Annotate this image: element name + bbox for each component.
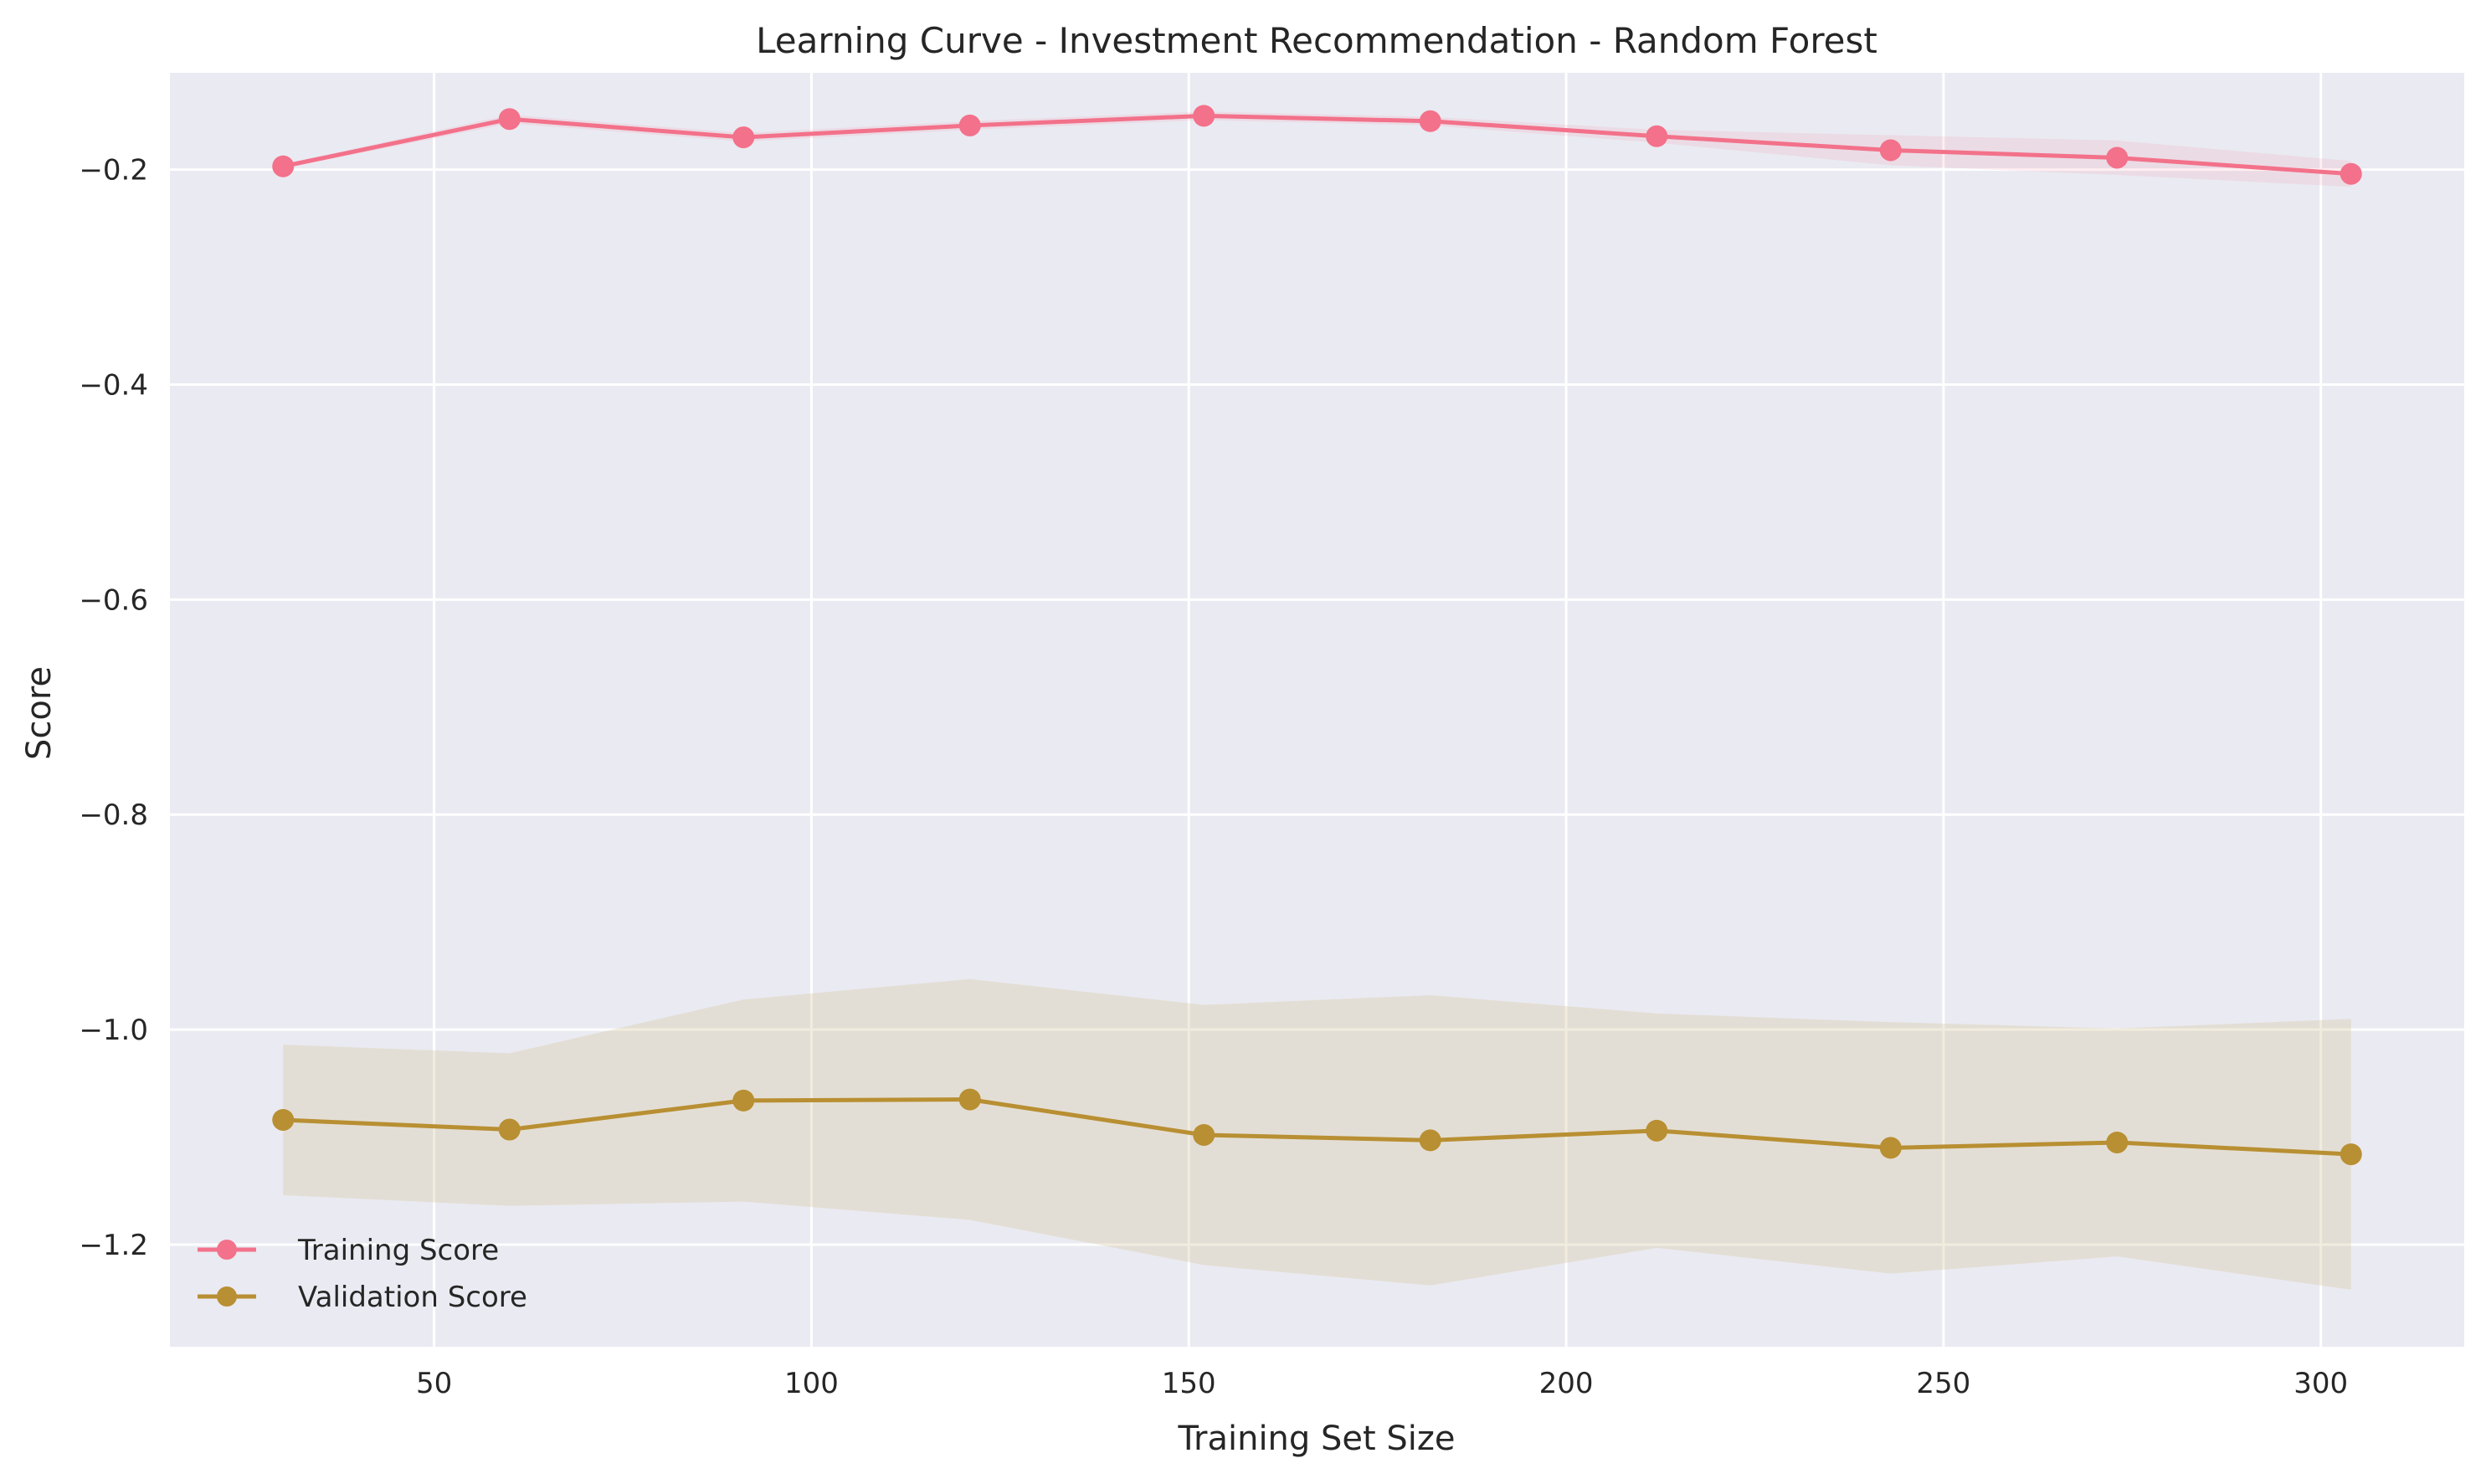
y-tick-label: −0.8 [79, 798, 148, 832]
series-line-training [282, 113, 2351, 177]
data-point-training[interactable] [2106, 146, 2129, 169]
series-lines [282, 113, 2351, 1157]
data-point-training[interactable] [1646, 125, 1668, 147]
x-tick-label: 250 [1916, 1367, 1970, 1400]
series-markers [272, 105, 2362, 1166]
data-point-validation[interactable] [958, 1088, 981, 1111]
series-line-validation [283, 1097, 2351, 1157]
y-tick-label: −0.6 [79, 583, 148, 617]
x-tick-labels: 50 100 150 200 250 300 [416, 1367, 2348, 1400]
data-point-validation[interactable] [732, 1089, 755, 1112]
data-point-training[interactable] [958, 114, 981, 136]
data-point-training[interactable] [1193, 105, 1215, 127]
legend-marker-validation [217, 1286, 237, 1307]
data-point-training[interactable] [2340, 162, 2362, 185]
data-point-training[interactable] [1879, 139, 1902, 162]
data-point-training[interactable] [732, 126, 755, 149]
y-tick-label: −1.2 [79, 1229, 148, 1262]
y-tick-label: −0.4 [79, 368, 148, 402]
legend-marker-training [217, 1240, 237, 1260]
chart-title: Learning Curve - Investment Recommendati… [756, 20, 1877, 61]
x-axis-label: Training Set Size [1177, 1420, 1455, 1458]
legend-item-training[interactable]: Training Score [198, 1234, 499, 1267]
y-tick-labels: −0.2 −0.4 −0.6 −0.8 −1.0 −1.2 [79, 154, 148, 1262]
data-point-training[interactable] [1419, 110, 1441, 132]
y-tick-label: −1.0 [79, 1014, 148, 1047]
plot-area [170, 73, 2464, 1347]
confidence-band-validation [283, 978, 2351, 1290]
legend-label-training: Training Score [297, 1234, 499, 1267]
confidence-bands [283, 111, 2351, 1290]
data-point-validation[interactable] [1646, 1119, 1668, 1142]
data-point-validation[interactable] [2106, 1131, 2129, 1153]
data-point-validation[interactable] [1879, 1137, 1902, 1159]
legend-label-validation: Validation Score [298, 1281, 527, 1314]
y-tick-label: −0.2 [79, 154, 148, 187]
confidence-band-training [283, 111, 2351, 187]
data-point-validation[interactable] [272, 1108, 295, 1131]
y-axis-label: Score [20, 666, 59, 760]
legend[interactable]: Training Score Validation Score [198, 1234, 527, 1314]
data-point-validation[interactable] [1419, 1129, 1441, 1152]
data-point-validation[interactable] [2340, 1143, 2362, 1166]
legend-item-validation[interactable]: Validation Score [198, 1281, 527, 1314]
data-point-validation[interactable] [1193, 1123, 1215, 1146]
x-tick-label: 200 [1539, 1367, 1594, 1400]
x-tick-label: 100 [784, 1367, 839, 1400]
x-tick-label: 300 [2293, 1367, 2348, 1400]
x-tick-label: 150 [1162, 1367, 1216, 1400]
data-point-validation[interactable] [498, 1118, 521, 1141]
data-point-training[interactable] [498, 108, 521, 131]
data-point-training[interactable] [272, 155, 295, 177]
x-tick-label: 50 [416, 1367, 452, 1400]
grid-lines [170, 73, 2464, 1347]
